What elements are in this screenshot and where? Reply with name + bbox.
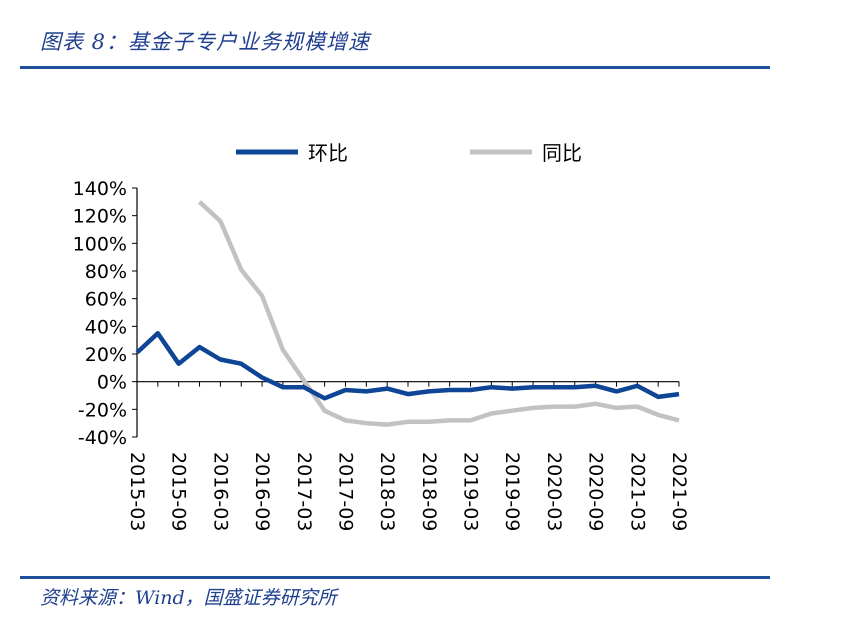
x-tick-label: 2019-09	[501, 452, 523, 531]
x-tick-label: 2015-09	[168, 452, 190, 531]
legend: 环比 同比	[236, 141, 582, 165]
x-tick-label: 2021-09	[668, 452, 690, 531]
x-tick-label: 2021-03	[626, 452, 648, 531]
x-axis: 2015-03 2015-09 2016-03 2016-09 2017-03 2017-…	[126, 381, 690, 531]
x-tick-label: 2018-09	[418, 452, 440, 531]
y-tick-label: 100%	[73, 233, 127, 255]
x-tick-label: 2017-09	[334, 452, 356, 531]
y-tick-label: -40%	[78, 427, 127, 449]
figure-title: 图表 8：基金子专户业务规模增速	[40, 30, 371, 54]
x-tick-label: 2015-03	[126, 452, 148, 531]
x-tick-label: 2020-03	[543, 452, 565, 531]
x-tick-label: 2020-09	[585, 452, 607, 531]
legend-label: 同比	[542, 141, 582, 165]
y-tick-label: 0%	[97, 372, 127, 394]
x-tick-label: 2017-03	[293, 452, 315, 531]
x-tick-label: 2016-09	[251, 452, 273, 531]
y-tick-label: 80%	[85, 261, 127, 283]
series-line-同比	[197, 200, 680, 427]
y-tick-label: 40%	[85, 316, 127, 338]
y-tick-label: 140%	[73, 178, 127, 200]
line-chart: 环比 同比 140%120%100%80%60%40%20%0%-20%-40% …	[73, 141, 690, 531]
y-tick-label: 120%	[73, 206, 127, 228]
series-line-环比	[135, 331, 680, 401]
x-tick-label: 2018-03	[376, 452, 398, 531]
x-tick-label: 2019-03	[460, 452, 482, 531]
y-tick-label: 60%	[85, 289, 127, 311]
source-note: 资料来源：Wind，国盛证券研究所	[40, 587, 337, 609]
x-tick-label: 2016-03	[209, 452, 231, 531]
bottom-rule	[20, 576, 770, 579]
y-tick-label: -20%	[78, 399, 127, 421]
top-rule	[20, 66, 770, 69]
y-tick-label: 20%	[85, 344, 127, 366]
legend-label: 环比	[308, 141, 348, 165]
plot-area	[135, 200, 680, 427]
y-axis: 140% 120% 100% 80% 60% 40% 20% 0% -20% -40%	[73, 178, 138, 449]
